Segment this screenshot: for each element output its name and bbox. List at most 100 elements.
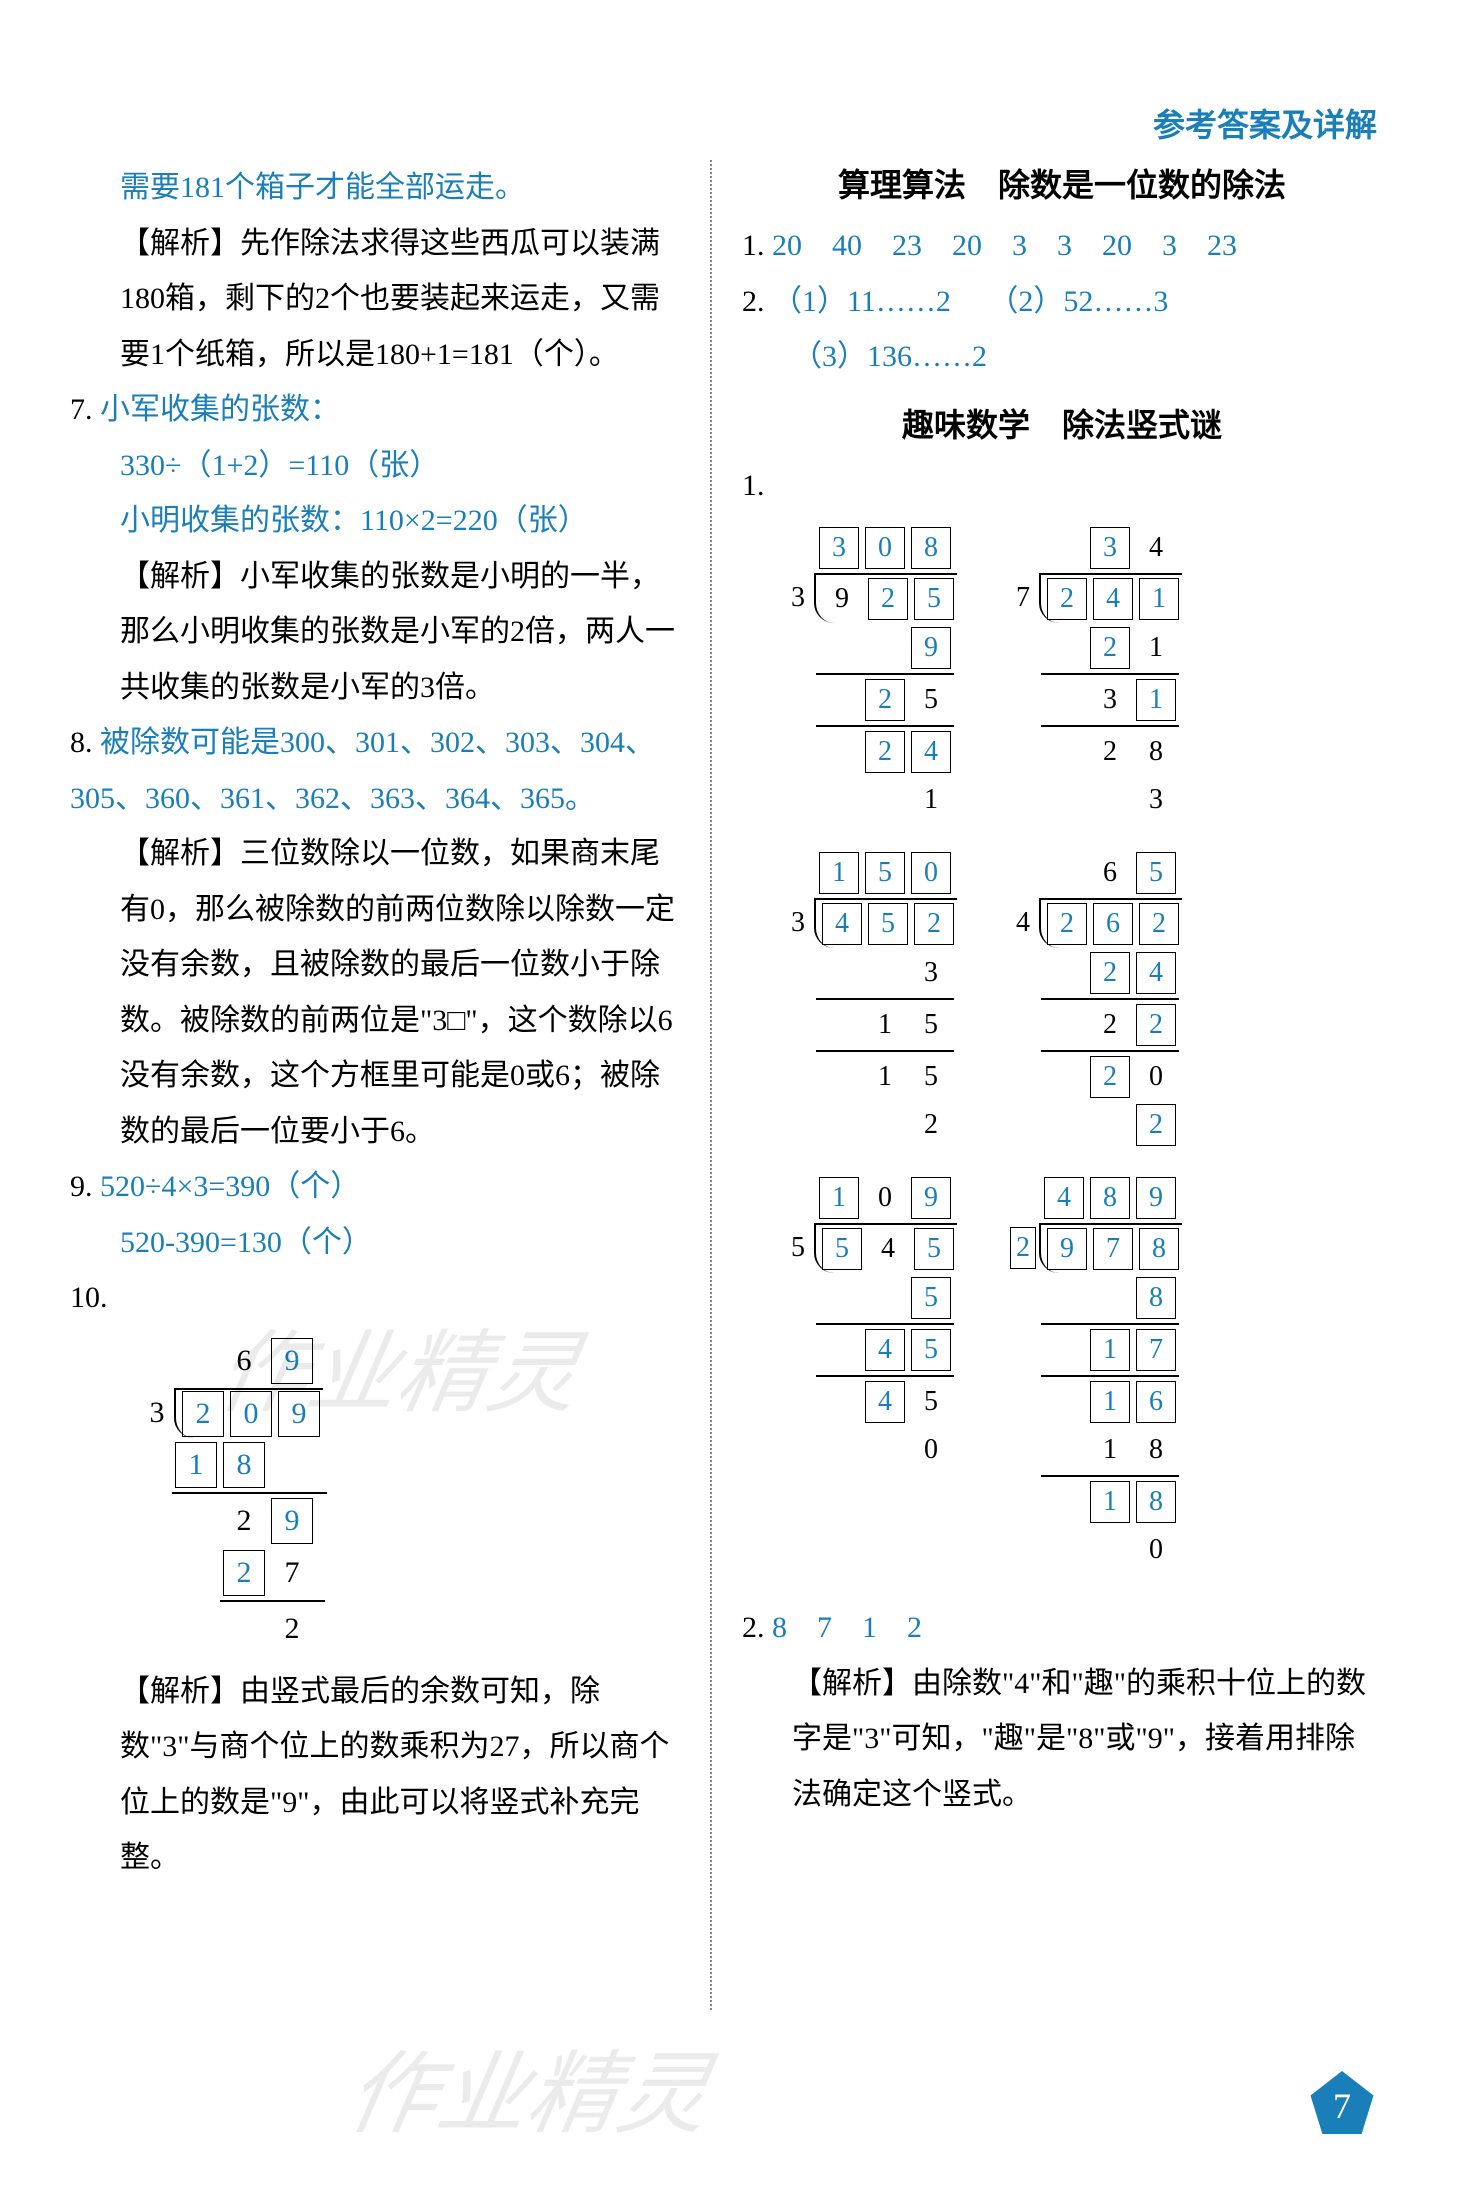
q10-qd1: 6: [223, 1338, 265, 1384]
r2a: （1）11……2: [772, 285, 951, 318]
ldiv-cell: 4: [1136, 952, 1176, 994]
div-bracket: 978: [1039, 1223, 1182, 1273]
ldiv-cell: 2: [865, 731, 905, 773]
div-bracket: 262: [1039, 898, 1182, 948]
ldiv-cell: 1: [1136, 627, 1176, 669]
div-bracket: 545: [814, 1223, 957, 1273]
longdiv-4: 6542622422202: [1007, 850, 1182, 1150]
ldiv-cell: 5: [911, 1277, 951, 1319]
ldiv-cell: 2: [1047, 578, 1087, 620]
div-pair-3: 1095545545450 48929788171618180: [782, 1175, 1382, 1575]
ldiv-cell: 8: [911, 527, 951, 569]
ldiv-divisor: 7: [1010, 577, 1036, 619]
ldiv-cell: 6: [1136, 1381, 1176, 1423]
q10-qd2: 9: [271, 1338, 313, 1384]
ldiv-cell: 8: [1136, 1481, 1176, 1523]
ldiv-cell: 0: [1136, 1056, 1176, 1098]
ldiv-cell: 5: [914, 1228, 954, 1270]
q10-longdiv: 6 9 3 2 0 9 1 8 2 9 2 7: [140, 1336, 680, 1654]
longdiv-5: 1095545545450: [782, 1175, 957, 1575]
q7: 7. 小军收集的张数：: [70, 382, 680, 438]
q10-rem: 2: [271, 1606, 313, 1652]
ldiv-cell: 2: [914, 903, 954, 945]
q10-r4b: 7: [271, 1550, 313, 1596]
explain-10: 【解析】由竖式最后的余数可知，除数"3"与商个位上的数乘积为27，所以商个位上的…: [70, 1664, 680, 1886]
ldiv-cell: 5: [822, 1228, 862, 1270]
hline: [1041, 673, 1179, 675]
r1-label: 1.: [742, 218, 765, 274]
div-pair-2: 1503452315152 6542622422202: [782, 850, 1382, 1150]
ldiv-divisor: 3: [785, 577, 811, 619]
ldiv-cell: 8: [1136, 1277, 1176, 1319]
ldiv-cell: 2: [1136, 1104, 1176, 1146]
ldiv-cell: 3: [1136, 779, 1176, 821]
hline: [1041, 998, 1179, 1000]
longdiv-2: 3472412131283: [1007, 525, 1182, 825]
r2b: （2）52……3: [988, 285, 1168, 318]
r2c: （3）136……2: [742, 329, 1382, 385]
div-bracket: 925: [814, 573, 957, 623]
r2: 2. （1）11……2 （2）52……3: [742, 274, 1382, 330]
ldiv-cell: 8: [1136, 731, 1176, 773]
ldiv-cell: 5: [911, 1056, 951, 1098]
q10-r2b: 8: [223, 1442, 265, 1488]
ldiv-cell: 1: [911, 779, 951, 821]
ldiv-cell: 2: [1090, 952, 1130, 994]
q9-a: 520÷4×3=390（个）: [100, 1170, 360, 1203]
ldiv-divisor: 3: [785, 902, 811, 944]
longdiv-1: 3083925925241: [782, 525, 957, 825]
right-column: 算理算法 除数是一位数的除法 1. 20 40 23 20 3 3 20 3 2…: [712, 160, 1382, 2010]
q10-d2: 0: [230, 1391, 272, 1437]
ldiv-cell: 2: [1136, 1004, 1176, 1046]
q7-a: 小军收集的张数：: [100, 393, 340, 426]
hline: [816, 1050, 954, 1052]
ldiv-cell: 9: [1047, 1228, 1087, 1270]
ldiv-cell: 5: [914, 578, 954, 620]
ldiv-cell: 9: [911, 627, 951, 669]
q10-d1: 2: [182, 1391, 224, 1437]
q9-label: 9.: [70, 1159, 93, 1215]
ldiv-cell: 1: [819, 852, 859, 894]
ldiv-cell: 2: [1090, 731, 1130, 773]
q9-b: 520-390=130（个）: [70, 1215, 680, 1271]
q7-b: 330÷（1+2）=110（张）: [70, 438, 680, 494]
header-title: 参考答案及详解: [1153, 100, 1377, 146]
ldiv-cell: 1: [1139, 578, 1179, 620]
ldiv-cell: 1: [865, 1004, 905, 1046]
hline: [816, 673, 954, 675]
ldiv-divisor: 2: [1010, 1227, 1036, 1269]
q10-divisor: 3: [143, 1390, 171, 1436]
left-column: 需要181个箱子才能全部运走。 【解析】先作除法求得这些西瓜可以装满180箱，剩…: [70, 160, 710, 2010]
q10-d3: 9: [278, 1391, 320, 1437]
r1: 1. 20 40 23 20 3 3 20 3 23: [742, 218, 1382, 274]
explain-1: 【解析】先作除法求得这些西瓜可以装满180箱，剩下的2个也要装起来运走，又需要1…: [70, 216, 680, 383]
section-title-1: 算理算法 除数是一位数的除法: [742, 160, 1382, 206]
q10-label: 10.: [70, 1270, 680, 1326]
ldiv-cell: 3: [1090, 679, 1130, 721]
ldiv-cell: 2: [911, 1104, 951, 1146]
ldiv-cell: 2: [1090, 1056, 1130, 1098]
ldiv-cell: 5: [868, 903, 908, 945]
ldiv-cell: 9: [822, 578, 862, 620]
ldiv-cell: 0: [1136, 1529, 1176, 1571]
hline: [1041, 1050, 1179, 1052]
ldiv-cell: 8: [1136, 1429, 1176, 1471]
p2-label: 2.: [742, 1600, 765, 1656]
ldiv-cell: 4: [911, 731, 951, 773]
ldiv-cell: 3: [819, 527, 859, 569]
ldiv-cell: 4: [822, 903, 862, 945]
ldiv-cell: 4: [1044, 1177, 1084, 1219]
ldiv-cell: 5: [911, 1329, 951, 1371]
ldiv-cell: 1: [1090, 1329, 1130, 1371]
ldiv-cell: 3: [911, 952, 951, 994]
ldiv-cell: 2: [1047, 903, 1087, 945]
ldiv-cell: 1: [1090, 1429, 1130, 1471]
q10-r3a: 2: [223, 1498, 265, 1544]
ldiv-cell: 7: [1136, 1329, 1176, 1371]
ldiv-cell: 8: [1090, 1177, 1130, 1219]
hline: [816, 1323, 954, 1325]
q8-label: 8.: [70, 715, 93, 771]
ldiv-cell: 0: [865, 527, 905, 569]
longdiv-6: 48929788171618180: [1007, 1175, 1182, 1575]
p1-label: 1.: [742, 458, 1382, 514]
